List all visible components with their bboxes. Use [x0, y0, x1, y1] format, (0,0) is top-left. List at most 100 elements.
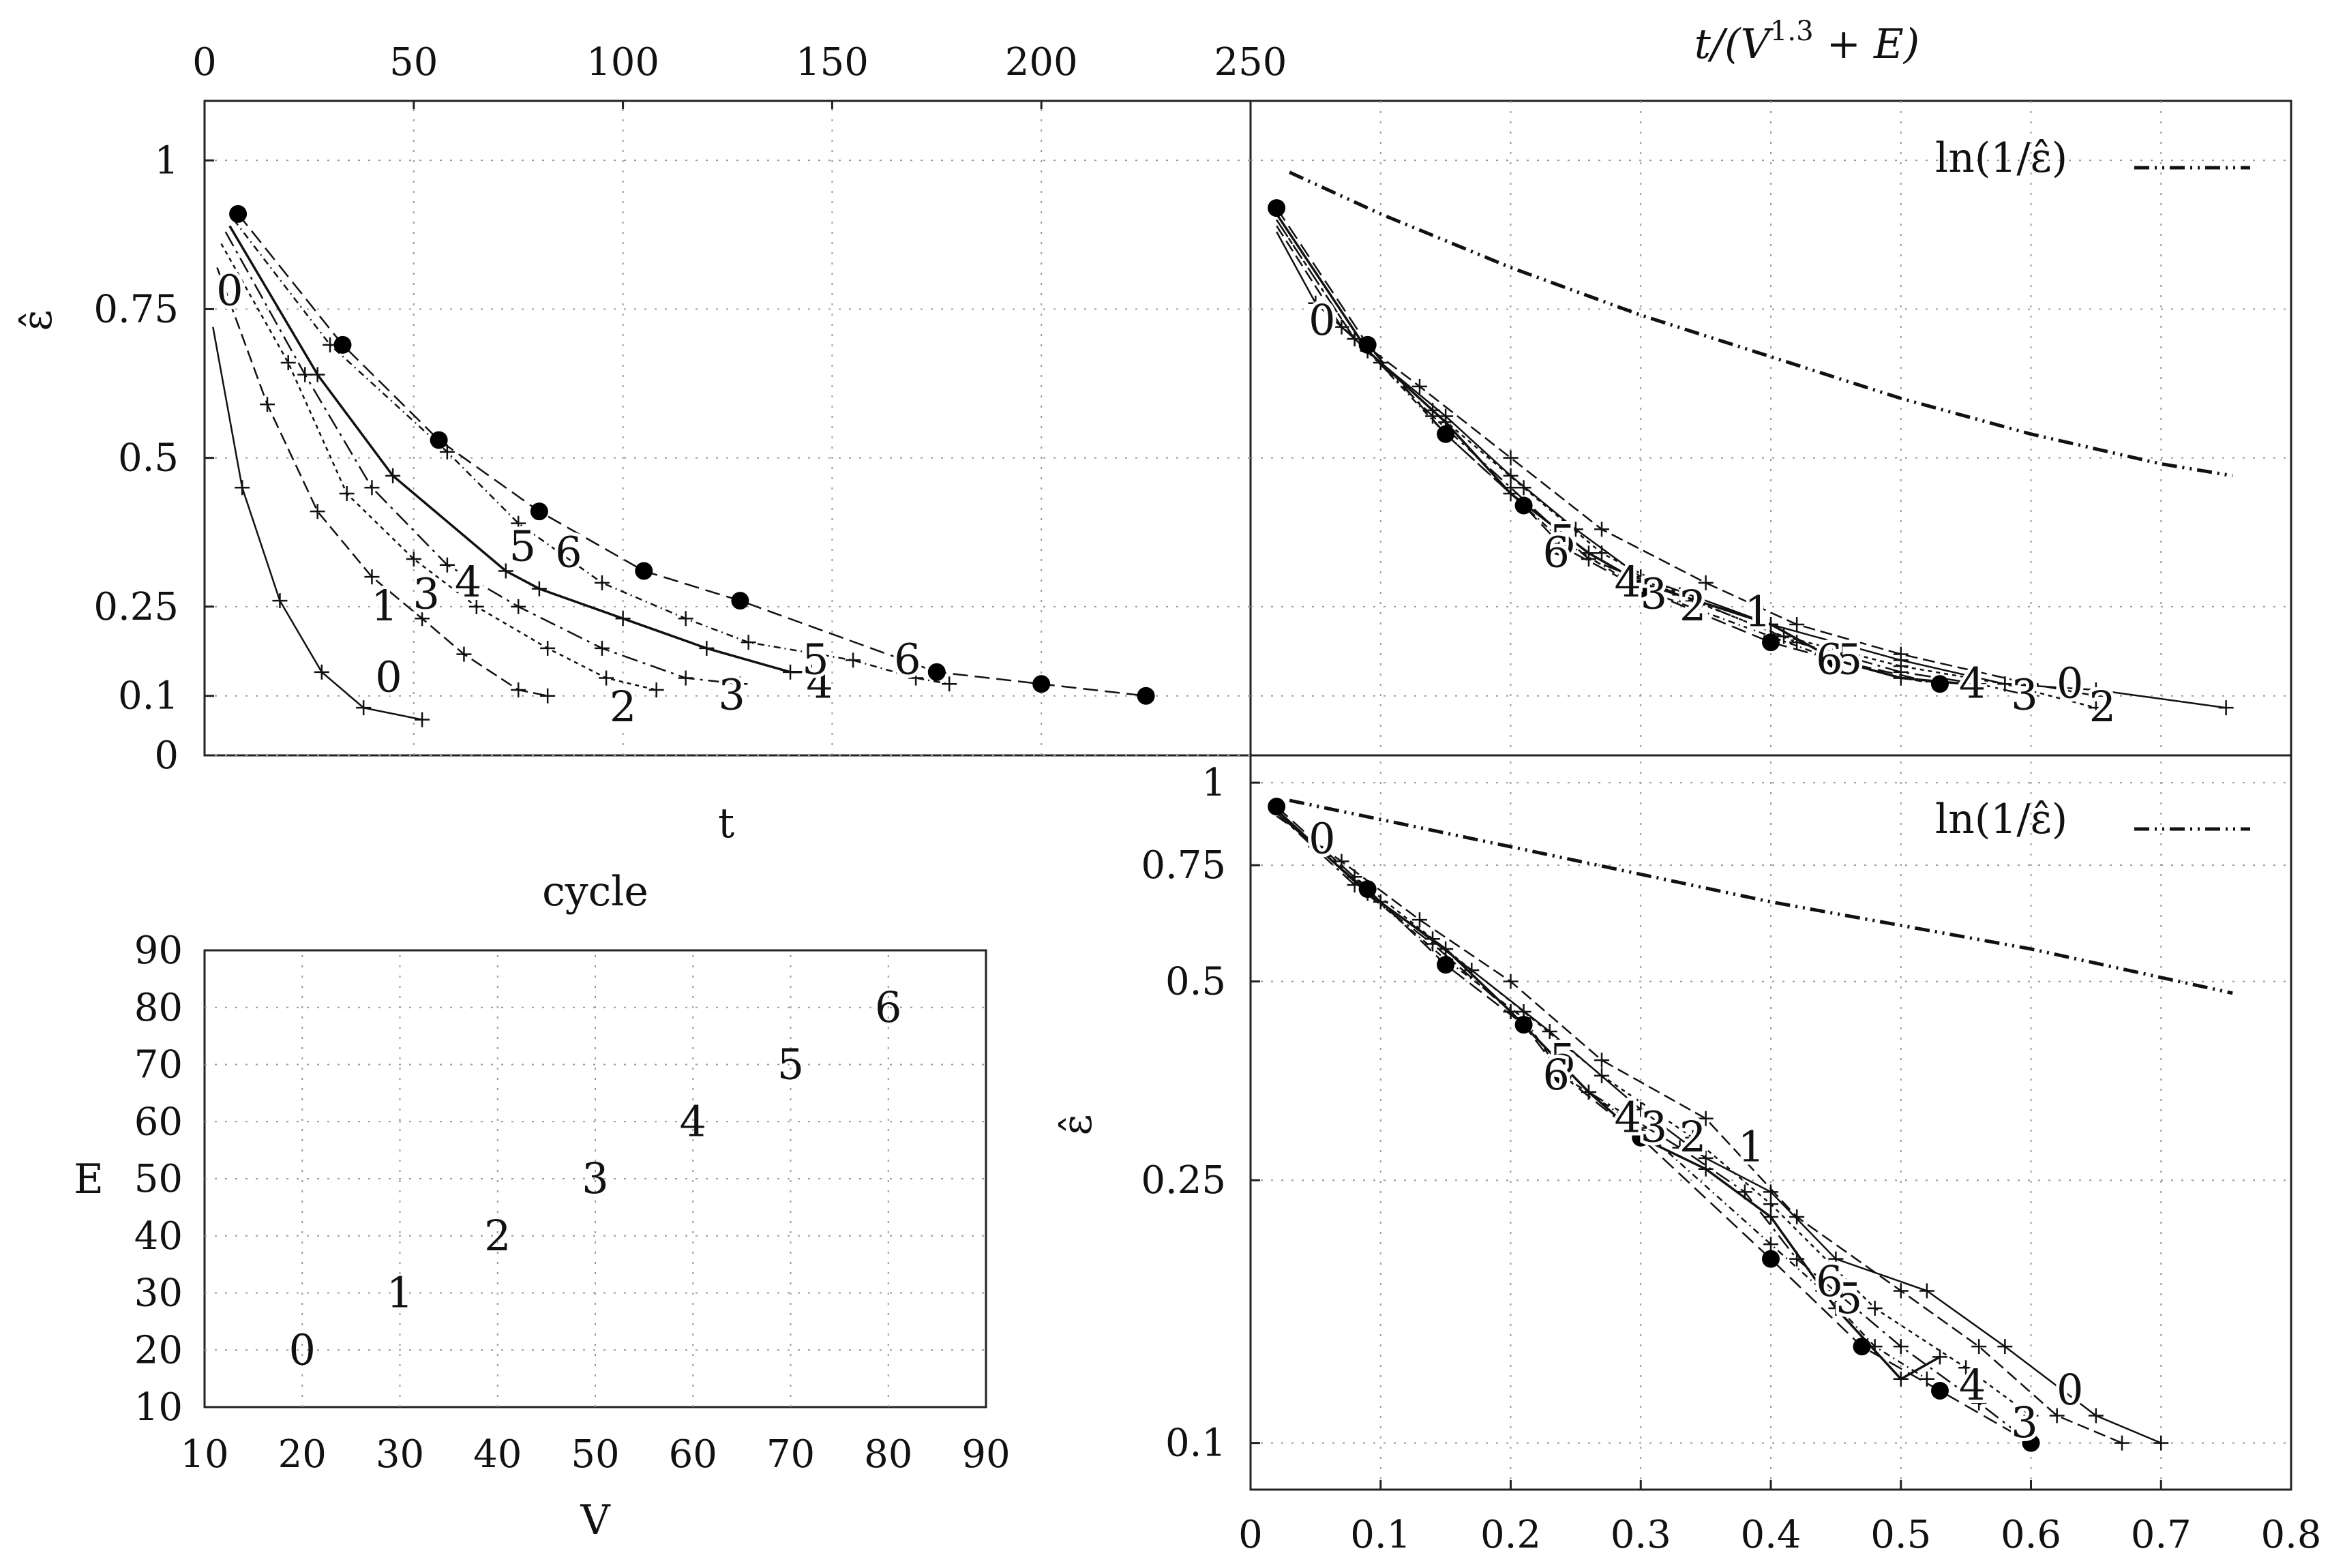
left-top-xlabel: t — [718, 800, 734, 847]
right-top-series-2-label-0: 2 — [1679, 581, 1706, 631]
right-top-series-0-label-1: 0 — [2057, 658, 2083, 708]
left-bottom-ytick-4: 50 — [134, 1157, 183, 1201]
right-bottom-ln-curve — [1289, 798, 2233, 995]
left-top-series-5-point-9 — [942, 676, 957, 692]
right-top-series-6-label-0: 6 — [1543, 527, 1570, 577]
right-top-series-4-label-0: 4 — [1614, 557, 1641, 607]
left-top-series-2-label-0: 2 — [610, 682, 636, 732]
right-bottom-series-5-point-6 — [1763, 1237, 1778, 1252]
right-top-series-6-point-4 — [1553, 538, 1572, 556]
left-bottom-point-5: 5 — [777, 1040, 804, 1089]
right-bottom-series-6-line — [1276, 806, 2032, 1444]
right-top-series-0-point-11 — [2218, 700, 2234, 716]
right-top-series-1-point-4 — [1594, 522, 1610, 537]
right-top-series-2-label-1: 2 — [2089, 682, 2116, 732]
right-top-series-3-point-8 — [1971, 676, 1987, 692]
left-top-ytick-1: 0.1 — [118, 674, 179, 719]
left-bottom-ytick-5: 60 — [134, 1100, 183, 1144]
left-top-series-0-label-1: 0 — [375, 652, 402, 702]
right-top-series-4-label-1: 4 — [1959, 658, 1986, 708]
left-top-series-2-point-7 — [648, 682, 664, 697]
left-top-ytick-4: 0.75 — [93, 287, 179, 331]
left-top-xtick-3: 150 — [796, 40, 869, 85]
right-bottom-xtick-7: 0.7 — [2131, 1513, 2192, 1557]
left-top-series-3-point-7 — [732, 676, 748, 692]
left-top-series-2-point-1 — [280, 355, 296, 370]
left-top-series-6-point-7 — [1032, 675, 1051, 693]
right-bottom-series-1-point-10 — [2114, 1435, 2130, 1451]
left-top-series-3-point-4 — [511, 599, 526, 614]
left-top-series-4-point-6 — [699, 640, 715, 656]
left-top-series-5-point-3 — [511, 515, 526, 531]
right-top-series-2-point-8 — [1997, 676, 2013, 692]
left-bottom-point-2: 2 — [484, 1211, 511, 1261]
left-top-series-5-label-1: 5 — [802, 634, 828, 684]
right-bottom-series-0-point-9 — [1919, 1283, 1934, 1299]
right-top-series-2-point-3 — [1516, 480, 1531, 496]
left-top-series-5-point-4 — [594, 575, 610, 590]
left-top-series-4-point-2 — [385, 468, 401, 483]
left-top-series-6-point-8 — [1137, 687, 1155, 705]
right-bottom-series-6-label-1: 6 — [1816, 1256, 1842, 1306]
right-top-series-1-point-2 — [1411, 378, 1427, 394]
left-top-series-6-point-1 — [333, 335, 352, 354]
left-bottom-xtick-7: 80 — [864, 1432, 912, 1477]
right-bottom-series-1-point-4 — [1594, 1053, 1610, 1068]
right-bottom-series-1-label-0: 1 — [1738, 1122, 1765, 1172]
left-top-series-3-point-6 — [678, 670, 693, 686]
right-bottom-series-0-label-0: 0 — [1309, 814, 1335, 864]
left-top-series-5-point-7 — [846, 652, 861, 668]
left-top-series-4-label-0: 4 — [455, 557, 481, 607]
left-top-ytick-0: 0 — [154, 734, 179, 778]
right-top-series-6-point-8 — [1930, 675, 1949, 693]
right-bottom-series-4-point-8 — [1828, 1300, 1844, 1316]
right-bottom-series-6-point-2 — [1437, 956, 1455, 974]
left-bottom-ylabel: E — [74, 1156, 104, 1203]
left-top-series-4-line — [228, 225, 811, 674]
left-bottom-point-3: 3 — [582, 1154, 608, 1203]
right-bottom-xtick-2: 0.2 — [1480, 1513, 1541, 1557]
left-top-series-1-point-3 — [364, 569, 380, 585]
left-top-series-1-label-0: 1 — [371, 581, 398, 631]
right-top-series-0-label-0: 0 — [1309, 295, 1335, 345]
right-top-series-6-line — [1276, 207, 1941, 685]
right-bottom-series-6-point-7 — [1853, 1338, 1871, 1356]
right-top-title-exponent: 1.3 — [1770, 16, 1814, 47]
left-bottom-point-6: 6 — [875, 982, 901, 1032]
right-bottom-series-1-point-7 — [1893, 1283, 1909, 1299]
right-top-series-6-point-7 — [1827, 651, 1845, 669]
left-top-series-1-point-5 — [456, 646, 472, 662]
right-top-series-2-line — [1276, 219, 2097, 709]
left-top-ytick-5: 1 — [154, 138, 179, 183]
left-top-series-4-point-3 — [498, 563, 513, 579]
right-top-series-1-point-3 — [1503, 450, 1519, 466]
left-top-series-4-point-4 — [531, 581, 547, 597]
left-top-ytick-2: 0.25 — [93, 585, 179, 629]
right-bottom-series-3-point-5 — [1672, 1140, 1688, 1156]
right-bottom-series-4-point-9 — [1893, 1371, 1909, 1387]
left-top-series-6-point-2 — [430, 431, 448, 449]
right-bottom-series-4-label-1: 4 — [1959, 1360, 1986, 1410]
right-bottom-series-1-point-8 — [1971, 1339, 1987, 1355]
left-top-series-0-label-0: 0 — [216, 265, 243, 315]
left-top-series-0-line — [212, 327, 423, 721]
left-bottom-xtick-2: 30 — [376, 1432, 424, 1477]
right-bottom-series-3-label-1: 3 — [2011, 1398, 2037, 1447]
right-top-title-tail: + E) — [1814, 20, 1920, 68]
left-bottom-xtick-8: 90 — [961, 1432, 1010, 1477]
left-top-series-4-label-1: 4 — [806, 658, 833, 708]
left-bottom-ytick-0: 10 — [134, 1385, 183, 1430]
left-bottom-title: cycle — [542, 868, 648, 916]
right-top-series-2-point-4 — [1594, 545, 1610, 561]
right-bottom-series-6-point-6 — [1762, 1250, 1780, 1268]
right-bottom-ytick-1: 0.25 — [1141, 1158, 1226, 1203]
left-bottom-xtick-3: 40 — [473, 1432, 522, 1477]
right-bottom-series-5-label-0: 5 — [1549, 1034, 1576, 1084]
left-top-series-6-point-5 — [731, 592, 749, 610]
right-bottom-series-2-line — [1276, 812, 2032, 1417]
left-bottom-xtick-6: 70 — [766, 1432, 815, 1477]
right-top-series-6-point-2 — [1437, 425, 1455, 443]
right-top-ln-curve — [1289, 170, 2233, 478]
right-bottom-xtick-4: 0.4 — [1740, 1513, 1801, 1557]
